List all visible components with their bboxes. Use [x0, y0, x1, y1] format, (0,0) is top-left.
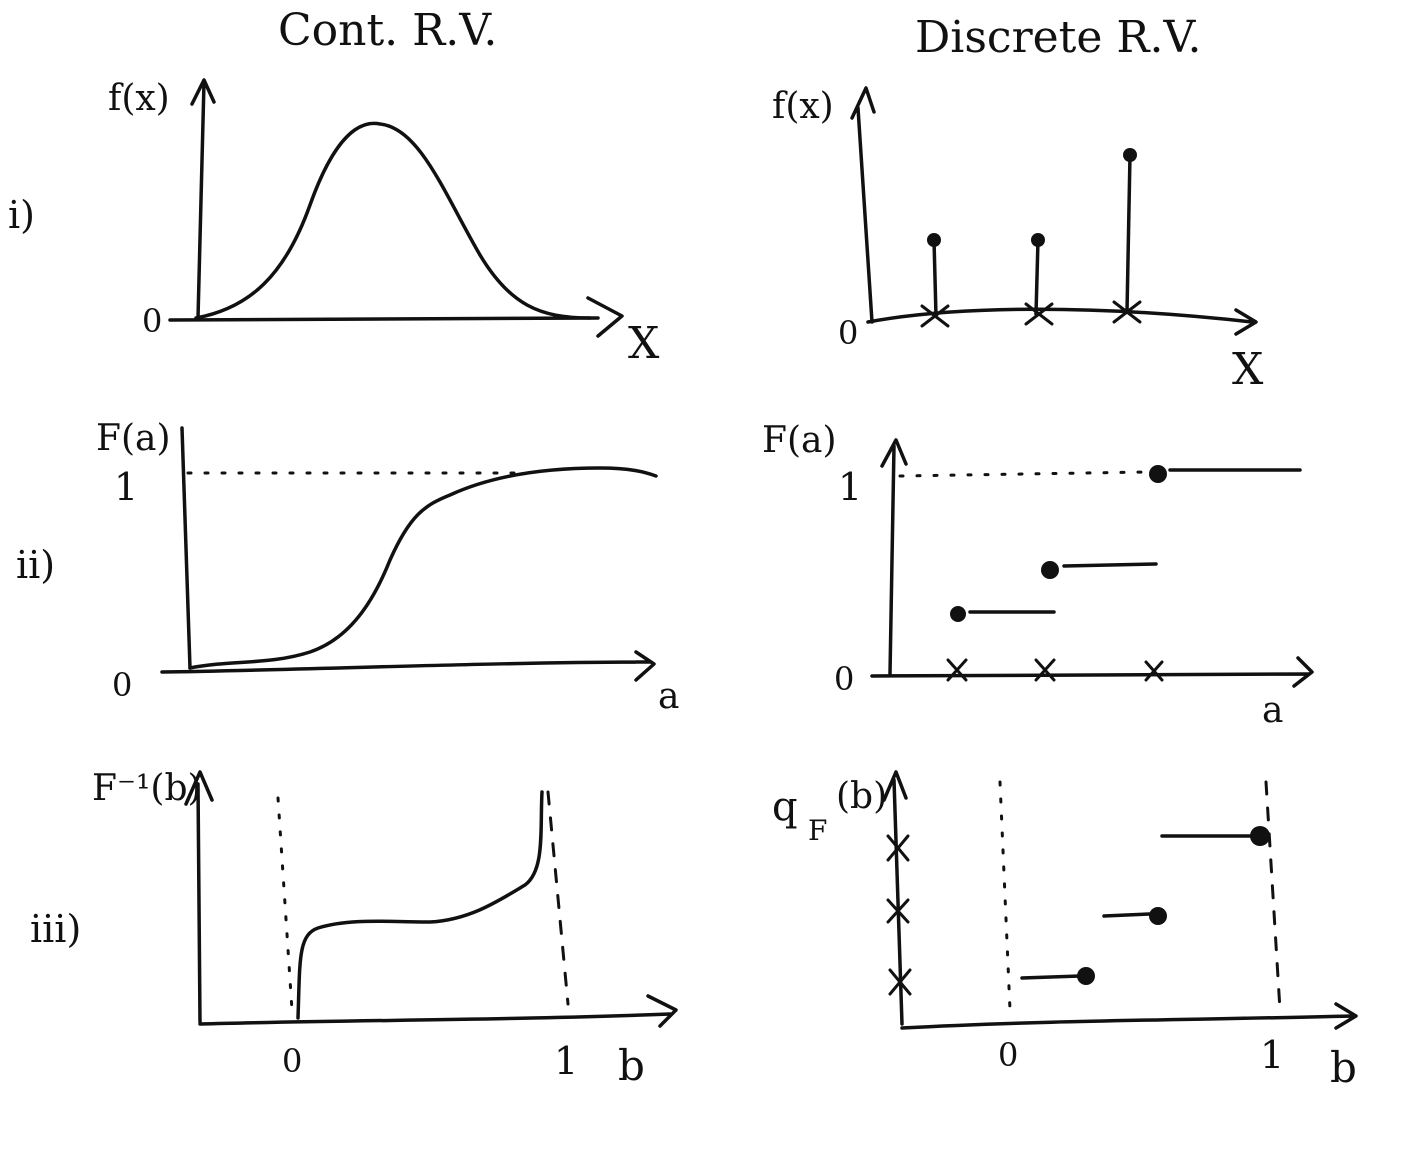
panel-disc-pmf: f(x) X 0 [772, 86, 1264, 395]
x-axis [900, 1002, 1358, 1030]
panel-cont-pdf: f(x) X 0 [108, 78, 660, 369]
stem-1 [932, 238, 938, 318]
panel-cont-cdf: F(a) 1 0 a [96, 418, 679, 717]
y-axis [850, 86, 876, 324]
stem-3 [1125, 153, 1132, 314]
step-point-1 [950, 606, 966, 622]
y-zero-label: 0 [112, 666, 132, 704]
x-mark-1 [946, 658, 968, 682]
x-mark-3 [1144, 660, 1164, 682]
y-axis-label: F⁻¹(b) [92, 768, 202, 809]
y-one-label: 1 [114, 465, 138, 509]
density-curve [194, 121, 592, 320]
y-zero-label: 0 [142, 302, 162, 340]
x-axis [168, 296, 624, 338]
y-axis-label: q [772, 784, 798, 830]
pmf-point-1 [927, 233, 941, 247]
y-axis [190, 78, 216, 320]
x-axis-label: X [628, 318, 660, 369]
pmf-point-3 [1123, 148, 1137, 162]
step-point-3 [1149, 465, 1167, 483]
panel-cont-inv: F⁻¹(b) 0 1 b [92, 768, 678, 1090]
step-2 [1102, 912, 1152, 918]
step-2 [1062, 562, 1158, 568]
x-zero-label: 0 [282, 1042, 302, 1080]
x-axis [198, 994, 678, 1028]
x-mark-1 [920, 304, 950, 328]
y-axis-label: F(a) [762, 420, 837, 461]
quantile-point-2 [1149, 907, 1167, 925]
y-axis-label: f(x) [772, 86, 834, 127]
step-1 [1020, 974, 1082, 980]
x-axis-label: X [1232, 344, 1264, 395]
y-axis-label: f(x) [108, 78, 170, 119]
x-axis [870, 656, 1314, 688]
header-continuous: Cont. R.V. [278, 5, 497, 56]
x-one-label: 1 [1260, 1033, 1284, 1077]
x-axis-label: a [1262, 690, 1283, 731]
y-zero-label: 0 [834, 660, 854, 698]
upper-bound-line [898, 470, 1150, 478]
y-axis-label: F(a) [96, 418, 171, 459]
y-axis-label-subscript: F [808, 814, 827, 847]
x-axis [160, 650, 656, 682]
x-axis-label: b [1330, 1043, 1357, 1092]
stem-2 [1034, 238, 1040, 316]
y-zero-label: 0 [838, 314, 858, 352]
x-mark-2 [1034, 658, 1056, 682]
quantile-point-1 [1077, 967, 1095, 985]
left-bound-line [998, 780, 1012, 1012]
y-axis [880, 438, 908, 676]
x-axis-label: b [618, 1041, 645, 1090]
step-point-2 [1041, 561, 1059, 579]
right-bound-line [1264, 780, 1282, 1012]
x-mark-2 [1024, 302, 1054, 326]
inverse-curve [296, 790, 544, 1020]
x-one-label: 1 [554, 1039, 578, 1083]
right-bound-line [546, 790, 570, 1006]
y-axis [180, 426, 192, 670]
x-mark-3 [1112, 300, 1142, 324]
x-axis-label: a [658, 676, 679, 717]
row-label-i: i) [8, 193, 35, 237]
y-mark-1 [886, 834, 910, 862]
quantile-point-3 [1250, 826, 1270, 846]
y-mark-2 [886, 898, 910, 924]
cdf-curve [188, 466, 658, 670]
left-bound-line [276, 796, 294, 1012]
y-mark-3 [888, 968, 912, 996]
x-zero-label: 0 [998, 1036, 1018, 1074]
header-discrete: Discrete R.V. [915, 12, 1202, 63]
y-one-label: 1 [838, 465, 862, 509]
row-label-ii: ii) [16, 543, 55, 587]
y-axis-label-argument: (b) [836, 776, 887, 817]
panel-disc-cdf: F(a) 1 0 a [762, 420, 1314, 731]
y-axis [184, 770, 214, 1024]
panel-disc-q: q F (b) 0 1 b [772, 770, 1358, 1092]
pmf-point-2 [1031, 233, 1045, 247]
row-label-iii: iii) [30, 907, 81, 951]
